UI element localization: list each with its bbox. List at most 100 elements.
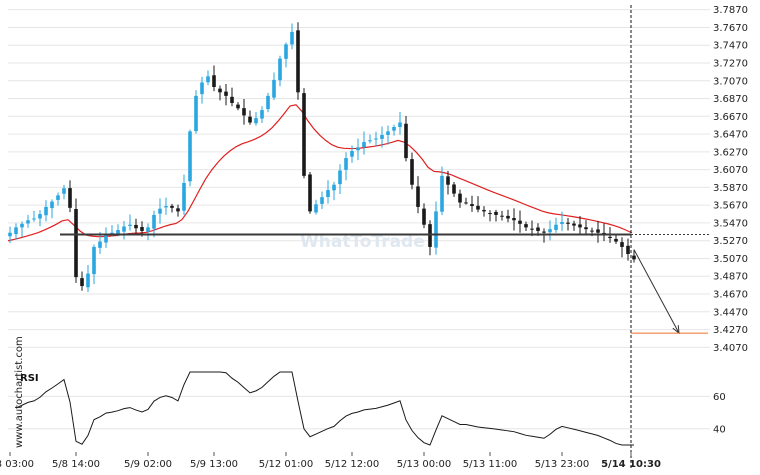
- candles: [8, 22, 636, 293]
- candle-body: [128, 224, 132, 226]
- candle: [290, 23, 294, 50]
- candle: [170, 203, 174, 213]
- candle: [206, 70, 210, 86]
- candle: [404, 115, 408, 162]
- candle: [320, 191, 324, 210]
- candle: [386, 125, 390, 145]
- price-tick-label: 3.4870: [713, 272, 748, 283]
- candle: [50, 199, 54, 219]
- candle: [152, 210, 156, 238]
- candle: [362, 131, 366, 155]
- candle-body: [236, 104, 240, 109]
- candle-body: [578, 224, 582, 228]
- candle-body: [458, 193, 462, 203]
- candle: [482, 206, 486, 217]
- candle-body: [620, 242, 624, 247]
- candle-body: [392, 126, 396, 131]
- candle-body: [596, 229, 600, 233]
- candle-body: [92, 246, 96, 275]
- candle: [212, 65, 216, 92]
- candle: [506, 209, 510, 223]
- candle-body: [164, 206, 168, 208]
- candle-body: [296, 30, 300, 93]
- candle-body: [50, 201, 54, 209]
- candle-body: [476, 205, 480, 210]
- candle-body: [62, 188, 66, 194]
- candle-body: [608, 236, 612, 239]
- time-tick-label: 5/8 03:00: [0, 459, 34, 470]
- rsi-tick-label: 40: [713, 424, 726, 435]
- candle: [80, 271, 84, 291]
- candle: [302, 88, 306, 179]
- forecast-arrow: [633, 249, 680, 334]
- candle: [458, 189, 462, 208]
- candle-body: [20, 223, 24, 228]
- candle: [194, 90, 198, 134]
- time-tick-label: 5/14 10:30: [601, 459, 661, 470]
- rsi-line: [15, 371, 634, 446]
- candle: [434, 201, 438, 255]
- candle: [278, 55, 282, 87]
- candle: [98, 231, 102, 254]
- candle-body: [446, 176, 450, 185]
- candle-body: [590, 230, 594, 232]
- candle-body: [314, 204, 318, 213]
- candle: [584, 220, 588, 235]
- price-tick-label: 3.7070: [713, 76, 748, 87]
- candle: [92, 244, 96, 285]
- candle-body: [572, 223, 576, 226]
- candle-body: [302, 93, 306, 176]
- candle: [560, 211, 564, 232]
- candle-body: [368, 140, 372, 142]
- candle: [248, 110, 252, 125]
- candle: [20, 221, 24, 237]
- candle: [356, 138, 360, 161]
- candle: [476, 196, 480, 213]
- candle: [410, 152, 414, 190]
- candle-body: [374, 138, 378, 140]
- credit-text: www.autochartist.com: [14, 336, 25, 448]
- candle-body: [506, 215, 510, 219]
- candle: [242, 99, 246, 125]
- candle: [470, 195, 474, 212]
- candle-body: [488, 213, 492, 215]
- candle: [440, 166, 444, 216]
- candle-body: [536, 227, 540, 231]
- candle-body: [140, 227, 144, 231]
- candle: [308, 171, 312, 214]
- grid-lines: [8, 9, 710, 430]
- candle-body: [398, 122, 402, 128]
- candle: [578, 216, 582, 234]
- candle: [134, 218, 138, 234]
- candle-body: [110, 232, 114, 234]
- candle: [524, 221, 528, 232]
- candle: [452, 181, 456, 197]
- candle: [122, 221, 126, 240]
- price-tick-label: 3.5270: [713, 236, 748, 247]
- levels: [60, 5, 710, 470]
- candle-body: [440, 175, 444, 212]
- candle-body: [494, 211, 498, 215]
- candle: [326, 180, 330, 204]
- candle-body: [584, 227, 588, 230]
- price-tick-label: 3.7470: [713, 41, 748, 52]
- candle-body: [290, 31, 294, 45]
- candle-body: [134, 224, 138, 229]
- candle: [566, 217, 570, 231]
- candle: [620, 237, 624, 258]
- candle-body: [158, 208, 162, 214]
- candle: [182, 174, 186, 215]
- candle: [260, 106, 264, 123]
- candle-body: [422, 208, 426, 225]
- candle-body: [632, 255, 636, 260]
- candle-body: [332, 184, 336, 191]
- candle: [596, 220, 600, 243]
- candle: [464, 197, 468, 205]
- candle: [488, 210, 492, 222]
- candle-body: [218, 88, 222, 93]
- candle-body: [86, 273, 90, 288]
- candle-body: [356, 147, 360, 151]
- candle: [164, 197, 168, 215]
- candle-body: [14, 227, 18, 235]
- price-tick-label: 3.6270: [713, 147, 748, 158]
